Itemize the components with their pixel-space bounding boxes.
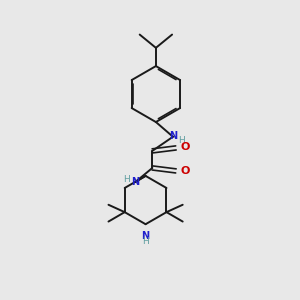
Text: O: O [180,142,189,152]
Text: N: N [169,131,178,141]
Text: O: O [180,167,189,176]
Text: H: H [142,237,149,246]
Text: H: H [178,136,184,145]
Text: N: N [142,231,150,241]
Text: N: N [130,176,139,187]
Text: H: H [123,175,130,184]
